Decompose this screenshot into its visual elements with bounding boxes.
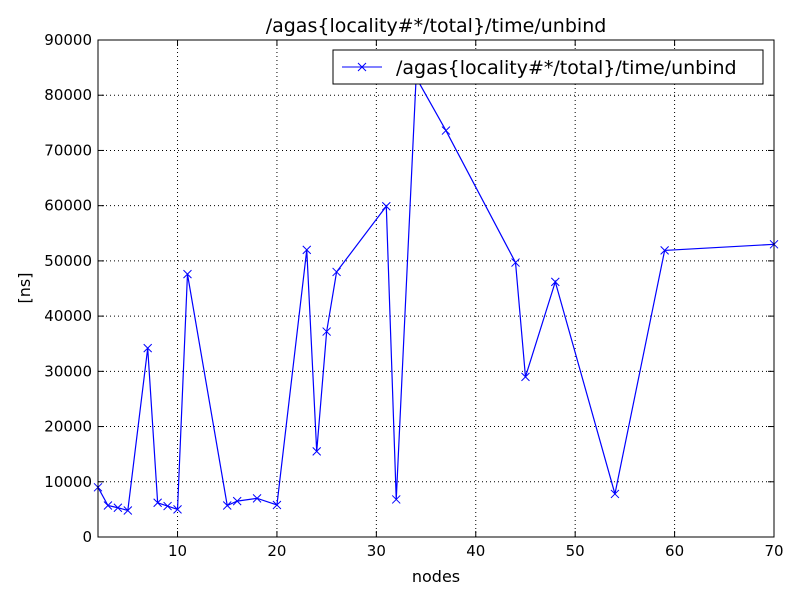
legend-marker-icon — [357, 62, 367, 72]
data-point-marker — [232, 496, 242, 506]
data-point-marker — [222, 501, 232, 510]
x-tick-label: 40 — [466, 542, 485, 560]
data-point-marker — [113, 503, 123, 513]
data-point-marker — [312, 447, 322, 456]
y-tick-label: 60000 — [44, 197, 92, 215]
y-axis-label: [ns] — [15, 273, 34, 304]
data-point-marker — [322, 327, 332, 336]
x-tick-label: 30 — [367, 542, 386, 560]
data-point-marker — [103, 501, 113, 510]
data-point-marker — [153, 498, 163, 508]
data-point-marker — [252, 493, 262, 503]
y-tick-label: 80000 — [44, 86, 92, 104]
y-tick-label: 70000 — [44, 141, 92, 159]
y-tick-label: 20000 — [44, 418, 92, 436]
data-point-marker — [521, 372, 530, 382]
x-tick-label: 10 — [168, 542, 187, 560]
data-point-marker — [441, 126, 451, 135]
data-point-marker — [272, 500, 282, 510]
x-tick-label: 60 — [665, 542, 684, 560]
series-layer — [93, 73, 779, 515]
x-tick-label: 50 — [566, 542, 585, 560]
y-tick-label: 50000 — [44, 252, 92, 270]
data-point-marker — [391, 495, 401, 504]
data-point-marker — [173, 505, 182, 514]
x-axis-label: nodes — [412, 567, 460, 586]
axis-ticks: 10 20 30 40 50 60 70 0 10000 20000 30000 40000 50000… — [44, 31, 783, 560]
data-point-marker — [163, 501, 172, 511]
y-tick-label: 0 — [82, 528, 92, 546]
legend-label: /agas{locality#*/total}/time/unbind — [396, 57, 737, 79]
data-point-marker — [610, 489, 620, 499]
legend: /agas{locality#*/total}/time/unbind — [332, 49, 764, 85]
data-point-marker — [511, 258, 520, 267]
data-point-marker — [183, 269, 192, 279]
data-point-marker — [302, 245, 312, 255]
data-point-marker — [550, 277, 560, 287]
chart-title: /agas{locality#*/total}/time/unbind — [266, 15, 607, 37]
data-point-marker — [381, 201, 391, 211]
grid-lines — [98, 40, 774, 537]
y-tick-label: 30000 — [44, 362, 92, 380]
y-tick-label: 40000 — [44, 307, 92, 325]
x-tick-label: 20 — [267, 542, 286, 560]
y-tick-label: 10000 — [44, 473, 92, 491]
data-point-marker — [123, 506, 133, 515]
data-point-marker — [143, 343, 153, 353]
legend-box — [332, 49, 764, 85]
data-point-marker — [332, 267, 341, 277]
x-tick-label: 70 — [764, 542, 783, 560]
data-point-marker — [660, 246, 670, 255]
y-tick-label: 90000 — [44, 31, 92, 49]
plot-frame — [97, 39, 775, 538]
